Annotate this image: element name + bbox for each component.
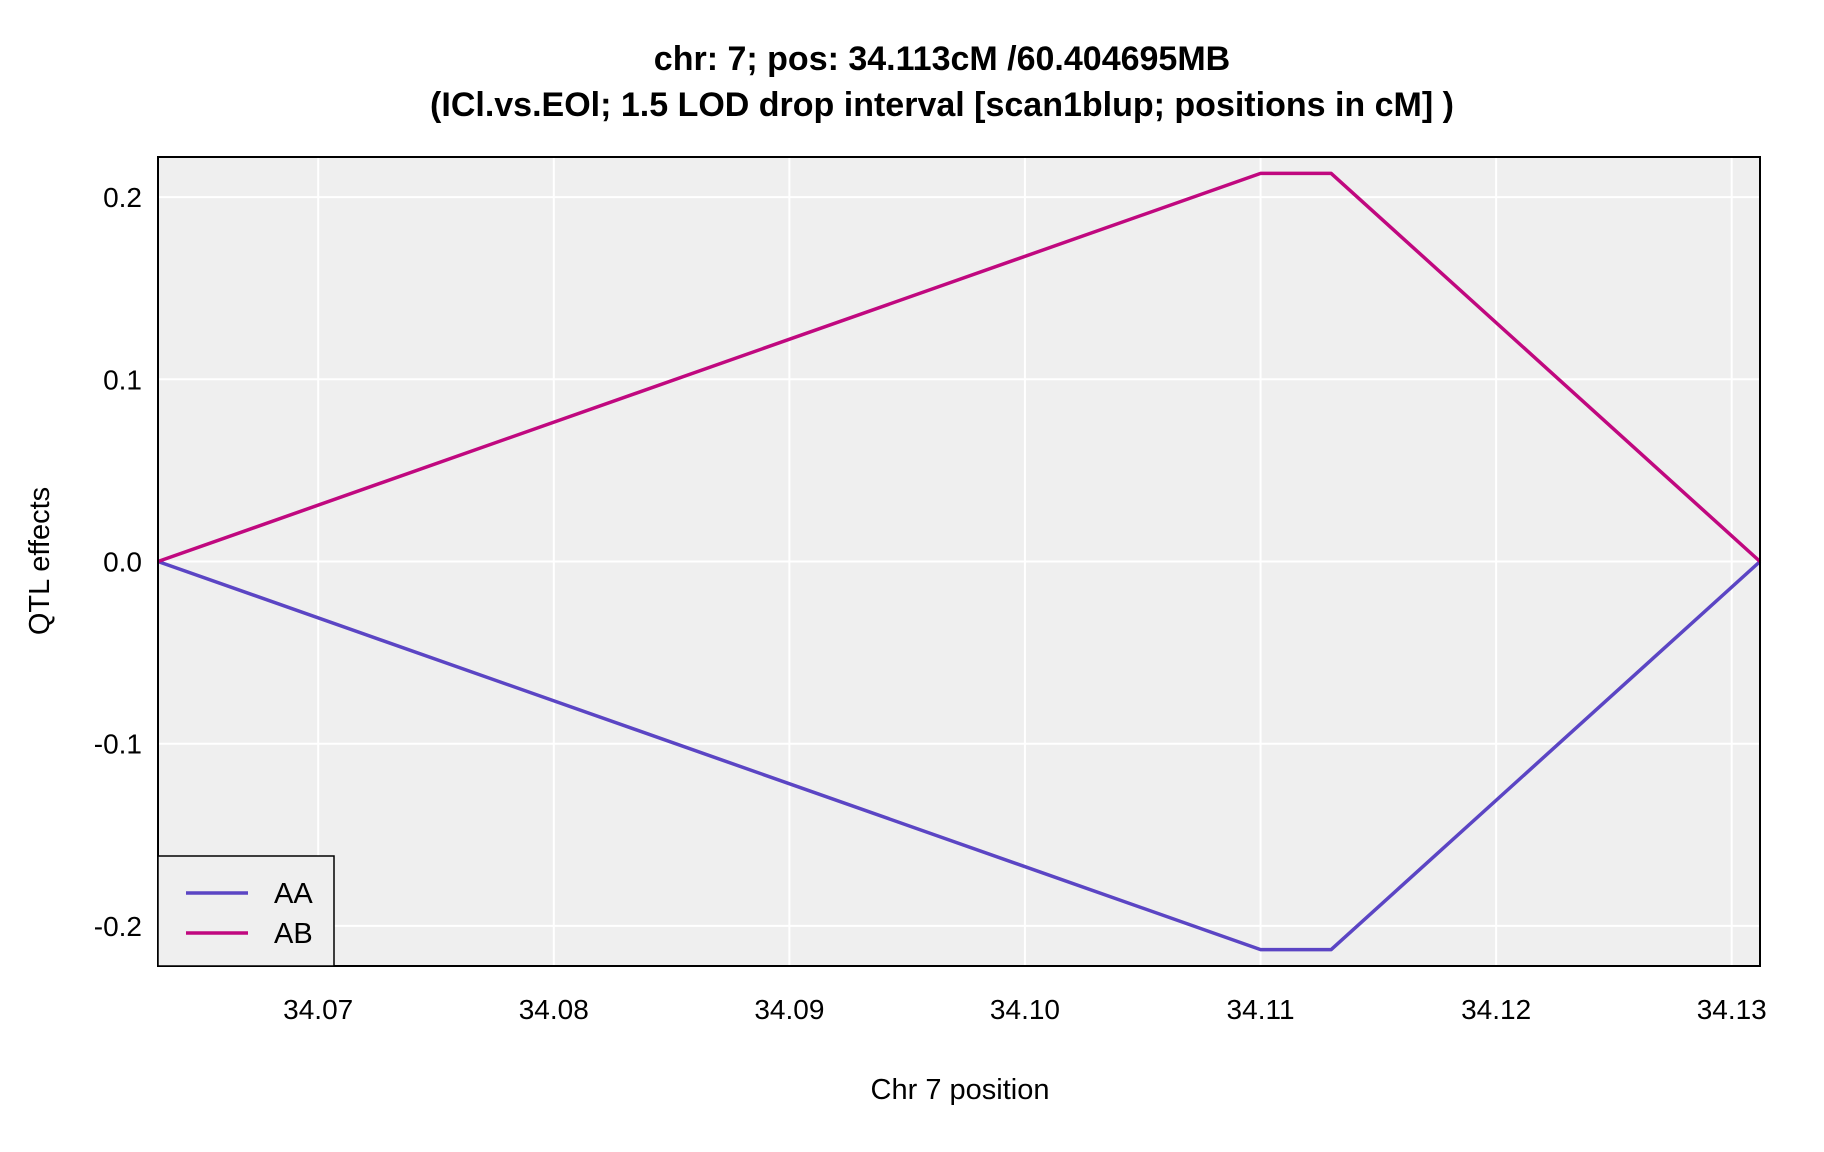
y-tick-label: -0.2 <box>94 911 142 942</box>
y-tick-label: 0.2 <box>103 182 142 213</box>
x-tick-label: 34.08 <box>519 994 589 1025</box>
chart-subtitle: (ICl.vs.EOl; 1.5 LOD drop interval [scan… <box>430 86 1454 124</box>
plot-frame <box>157 156 1761 967</box>
x-tick-label: 34.13 <box>1697 994 1767 1025</box>
series-line-ab <box>157 171 1762 564</box>
y-tick-label: 0.1 <box>103 364 142 395</box>
legend-label-aa: AA <box>274 878 313 910</box>
y-axis-label: QTL effects <box>24 487 56 635</box>
grid-lines <box>158 157 1760 966</box>
x-tick-label: 34.09 <box>754 994 824 1025</box>
y-tick-label: 0.0 <box>103 547 142 578</box>
legend-box <box>157 855 335 967</box>
y-axis: -0.2 -0.1 0.0 0.1 0.2 <box>94 182 142 942</box>
series-lines <box>157 171 1762 952</box>
x-tick-label: 34.11 <box>1227 994 1295 1025</box>
chart-title: chr: 7; pos: 34.113cM /60.404695MB <box>654 40 1230 78</box>
x-axis-label: Chr 7 position <box>871 1074 1050 1106</box>
x-axis: 34.07 34.08 34.09 34.10 34.11 34.12 34.13 <box>283 994 1767 1025</box>
legend: AA AB <box>157 855 335 967</box>
y-tick-label: -0.1 <box>94 729 142 760</box>
x-tick-label: 34.12 <box>1461 994 1531 1025</box>
x-tick-label: 34.07 <box>283 994 353 1025</box>
x-tick-label: 34.10 <box>990 994 1060 1025</box>
series-line-aa <box>157 559 1762 952</box>
legend-label-ab: AB <box>274 918 313 950</box>
